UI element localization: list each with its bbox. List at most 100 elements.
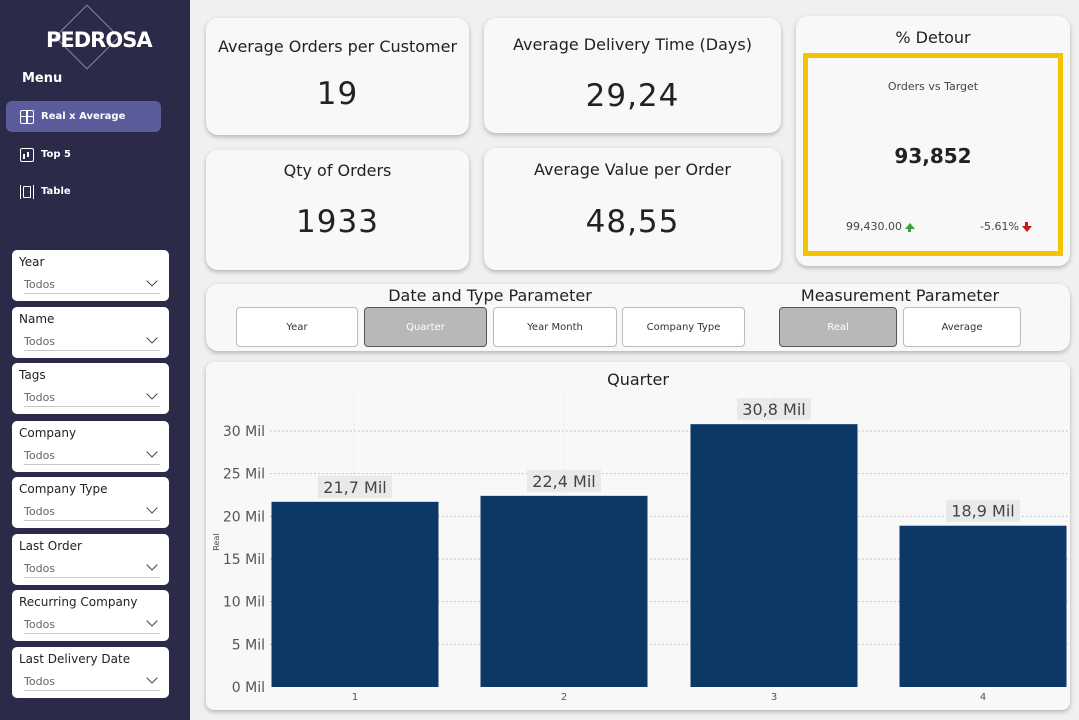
y-axis-label: Real (212, 533, 221, 550)
measurement-parameter-title: Measurement Parameter (800, 286, 1000, 305)
slicer-label: Last Delivery Date (19, 652, 131, 666)
variance-value: -5.61% (980, 220, 1019, 233)
slicer-label: Tags (19, 368, 46, 382)
slicer-last-order: Last Order Todos (12, 534, 169, 585)
chevron-down-icon (146, 615, 158, 627)
last-delivery-date-dropdown[interactable]: Todos (24, 671, 160, 691)
kpi-value: 29,24 (585, 78, 680, 114)
nav-item-table[interactable]: Table (6, 176, 161, 207)
data-label-bg (318, 475, 392, 498)
dropdown-value: Todos (24, 675, 56, 688)
kpi-card-qty-orders: Qty of Orders 1933 (206, 150, 469, 270)
data-label: 18,9 Mil (951, 502, 1014, 521)
slicer-recurring-company: Recurring Company Todos (12, 590, 169, 641)
detour-goal: 99,430.00 (846, 220, 915, 233)
chevron-down-icon (146, 559, 158, 571)
slicer-tags: Tags Todos (12, 363, 169, 414)
detour-kpi-box: Orders vs Target 93,852 99,430.00 -5.61% (803, 53, 1063, 256)
slicer-label: Last Order (19, 539, 82, 553)
chevron-down-icon (146, 388, 158, 400)
chevron-down-icon (146, 275, 158, 287)
nav-item-top-5[interactable]: Top 5 (6, 139, 161, 170)
detour-title: % Detour (895, 28, 971, 47)
y-tick-label: 5 Mil (232, 637, 265, 653)
chevron-down-icon (146, 446, 158, 458)
bar (480, 495, 648, 687)
quarter-chart-card: Quarter 0 Mil 5 Mil 10 Mil 15 Mil 20 Mil 25 M… (206, 362, 1070, 710)
detour-subtitle: Orders vs Target (887, 80, 979, 93)
param-button-average[interactable]: Average (903, 307, 1021, 347)
data-label-bg (737, 398, 811, 421)
recurring-company-dropdown[interactable]: Todos (24, 614, 160, 634)
kpi-value: 48,55 (585, 204, 680, 240)
nav-item-label: Top 5 (41, 149, 71, 160)
detour-value: 93,852 (894, 144, 972, 168)
last-order-dropdown[interactable]: Todos (24, 558, 160, 578)
slicer-label: Company (19, 426, 77, 440)
y-tick-label: 25 Mil (223, 467, 265, 483)
company-type-dropdown[interactable]: Todos (24, 501, 160, 521)
kpi-title: Average Orders per Customer (217, 37, 458, 56)
menu-title: Menu (22, 71, 63, 86)
goal-value: 99,430.00 (846, 220, 902, 233)
slicer-label: Name (19, 312, 55, 326)
data-label-bg (946, 499, 1020, 522)
x-tick-label: 4 (980, 692, 986, 703)
slicer-company: Company Todos (12, 421, 169, 472)
chevron-down-icon (146, 502, 158, 514)
kpi-card-avg-orders-per-customer: Average Orders per Customer 19 (206, 18, 469, 135)
table-icon (20, 184, 34, 199)
dropdown-value: Todos (24, 618, 56, 631)
chevron-down-icon (146, 672, 158, 684)
slicer-last-delivery-date: Last Delivery Date Todos (12, 647, 169, 698)
dashboard-icon (20, 109, 34, 124)
y-tick-label: 15 Mil (223, 552, 265, 568)
slicer-company-type: Company Type Todos (12, 477, 169, 528)
sidebar: PEDROSA Menu Real x Average Top 5 Table … (0, 0, 190, 720)
pedrosa-logo: PEDROSA (40, 4, 153, 78)
dropdown-value: Todos (24, 278, 56, 291)
data-label-bg (527, 469, 601, 492)
slicer-label: Recurring Company (19, 595, 138, 609)
param-button-year-month[interactable]: Year Month (493, 307, 617, 347)
kpi-title: Average Value per Order (534, 160, 731, 179)
x-tick-label: 1 (352, 692, 358, 703)
y-tick-label: 10 Mil (223, 595, 265, 611)
kpi-card-avg-value-per-order: Average Value per Order 48,55 (484, 148, 781, 270)
company-dropdown[interactable]: Todos (24, 445, 160, 465)
slicer-label: Year (19, 255, 45, 269)
chevron-down-icon (146, 332, 158, 344)
param-button-real[interactable]: Real (779, 307, 897, 347)
dropdown-value: Todos (24, 505, 56, 518)
tags-dropdown[interactable]: Todos (24, 387, 160, 407)
year-dropdown[interactable]: Todos (24, 274, 160, 294)
kpi-title: Average Delivery Time (Days) (513, 35, 752, 54)
bar (690, 424, 858, 687)
dropdown-value: Todos (24, 449, 56, 462)
slicer-name: Name Todos (12, 307, 169, 358)
arrow-down-icon (1021, 222, 1032, 232)
arrow-up-icon (904, 223, 915, 232)
dropdown-value: Todos (24, 391, 56, 404)
slicer-year: Year Todos (12, 250, 169, 301)
slicer-label: Company Type (19, 482, 108, 496)
x-tick-label: 3 (771, 692, 777, 703)
param-button-year[interactable]: Year (236, 307, 358, 347)
param-button-quarter[interactable]: Quarter (364, 307, 487, 347)
param-button-company-type[interactable]: Company Type (622, 307, 745, 347)
nav-item-real-x-average[interactable]: Real x Average (6, 101, 161, 132)
x-tick-label: 2 (561, 692, 567, 703)
bar (271, 501, 439, 687)
chart-title: Quarter (607, 370, 669, 389)
kpi-value: 19 (316, 76, 359, 112)
data-label: 30,8 Mil (742, 400, 805, 419)
name-dropdown[interactable]: Todos (24, 331, 160, 351)
data-label: 22,4 Mil (532, 472, 595, 491)
date-type-parameter-title: Date and Type Parameter (388, 286, 592, 305)
detour-variance: -5.61% (980, 220, 1032, 233)
y-tick-label: 30 Mil (223, 424, 265, 440)
bar-chart-icon (20, 147, 34, 162)
kpi-value: 1933 (296, 204, 379, 240)
dropdown-value: Todos (24, 562, 56, 575)
data-label: 21,7 Mil (323, 478, 386, 497)
